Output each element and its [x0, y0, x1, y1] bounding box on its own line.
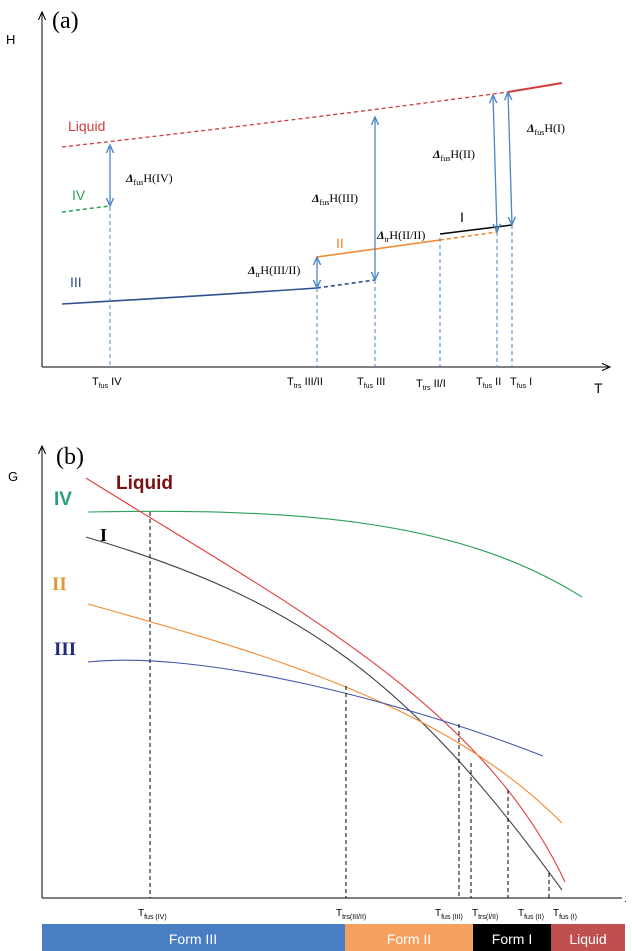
form-iv-label-a: IV: [72, 187, 86, 203]
curve-label-iii: III: [54, 639, 76, 660]
curve-form-i: [85, 536, 563, 891]
panel-b-tick-labels: Tfus (IV) Ttrs(III/II) Tfus (III) Ttrs(I…: [138, 908, 577, 921]
tick-b-tfus-i: Tfus (I): [553, 908, 577, 921]
tick-b-tfus-ii: Tfus (II): [518, 908, 544, 921]
tick-b-ttrs-i-ii: Ttrs(I/II): [472, 908, 498, 921]
stability-segment-form-iii: [42, 924, 345, 951]
curve-form-iv: [87, 510, 583, 598]
temperature-drop-lines: [109, 207, 513, 367]
stability-segment-liquid: [551, 924, 625, 951]
tick-tfus-iii: Tfus III: [357, 376, 385, 390]
label-dfus-i: ΔfusH(I): [526, 121, 565, 137]
curve-liquid: [85, 477, 566, 883]
liquid-enthalpy-dashed: [61, 91, 509, 148]
tick-tfus-i: Tfus I: [510, 376, 532, 390]
label-dtr-ii-ii: ΔtrH(II/II): [376, 228, 425, 244]
h-axis-label: H: [6, 32, 15, 47]
curve-label-ii: II: [52, 574, 67, 595]
form-i-label-a: I: [460, 209, 464, 225]
stability-segment-form-ii: [345, 924, 473, 951]
form-iii-label-a: III: [70, 274, 82, 290]
label-dfus-iii: ΔfusH(III): [311, 191, 358, 207]
stability-label-form-ii: Form II: [387, 931, 431, 947]
curve-label-iv: IV: [54, 489, 72, 510]
form-ii-enthalpy-dashed: [439, 231, 498, 241]
panel-b-label: (b): [56, 444, 84, 470]
t-axis-b-end-mark: .: [624, 894, 627, 905]
liquid-label-a: Liquid: [68, 118, 105, 134]
panel-a: (a) H T Liquid IV III II I: [6, 8, 610, 396]
curve-label-liquid: Liquid: [116, 473, 173, 494]
label-dtr-iii-ii: ΔtrH(III/II): [247, 263, 300, 279]
liquid-enthalpy-solid: [507, 82, 563, 93]
stability-label-form-iii: Form III: [169, 931, 217, 947]
curve-form-iii: [87, 659, 544, 757]
panel-a-label: (a): [52, 8, 79, 34]
g-axis-label: G: [8, 469, 18, 484]
arrow-dfus-ii: [493, 95, 497, 232]
tick-tfus-iv: Tfus IV: [92, 376, 122, 390]
tick-b-ttrs-iii-ii: Ttrs(III/II): [336, 908, 366, 921]
arrow-dfus-i: [508, 92, 512, 225]
curve-label-i: I: [100, 525, 107, 545]
enthalpy-arrows: [110, 92, 512, 288]
tick-ttrs-iii-ii: Ttrs III/II: [287, 376, 323, 390]
stability-label-form-i: Form I: [492, 931, 532, 947]
form-i-enthalpy: [439, 224, 513, 235]
tick-tfus-ii: Tfus II: [476, 376, 501, 390]
panel-b: (b) G . Liquid IV I II III Tfus (IV) T: [8, 444, 627, 951]
tick-ttrs-ii-i: Ttrs II/I: [416, 378, 446, 392]
intersection-drop-lines: [149, 512, 550, 898]
form-iv-enthalpy: [61, 205, 111, 213]
form-ii-label-a: II: [336, 235, 344, 251]
label-dfus-iv: ΔfusH(IV): [125, 171, 173, 187]
t-axis-label: T: [594, 380, 603, 396]
tick-b-tfus-iv: Tfus (IV): [138, 908, 167, 921]
stability-label-liquid: Liquid: [569, 931, 606, 947]
label-dfus-ii: ΔfusH(II): [432, 147, 475, 163]
panel-a-tick-labels: Tfus IV Ttrs III/II Tfus III Ttrs II/I T…: [92, 376, 532, 392]
form-iii-enthalpy-dashed: [316, 279, 376, 289]
stability-bar: Form III Form II Form I Liquid: [42, 924, 625, 951]
form-iii-enthalpy-solid: [61, 287, 318, 305]
tick-b-tfus-iii: Tfus (III): [435, 908, 463, 921]
stability-segment-form-i: [473, 924, 551, 951]
curve-form-ii: [87, 603, 563, 824]
